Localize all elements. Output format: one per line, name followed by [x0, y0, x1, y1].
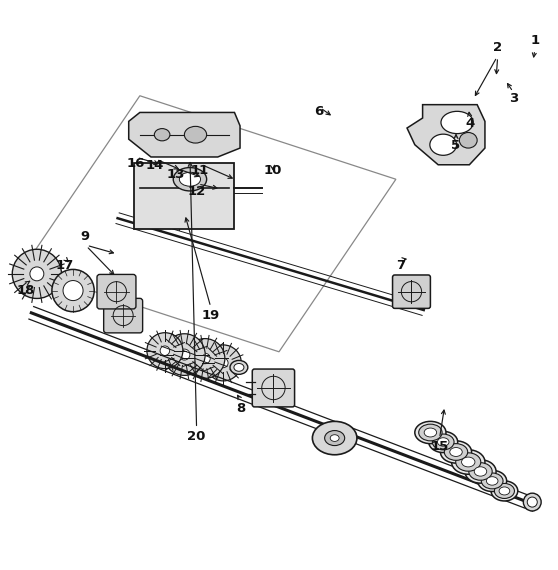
Circle shape: [163, 334, 205, 376]
FancyBboxPatch shape: [104, 298, 143, 333]
Ellipse shape: [451, 450, 485, 474]
Ellipse shape: [179, 172, 200, 186]
Ellipse shape: [474, 467, 487, 476]
Text: 19: 19: [202, 309, 220, 322]
Ellipse shape: [461, 457, 475, 467]
Circle shape: [200, 353, 210, 364]
Ellipse shape: [430, 134, 456, 155]
Ellipse shape: [459, 132, 477, 148]
Text: 9: 9: [81, 230, 90, 242]
FancyBboxPatch shape: [392, 275, 430, 308]
Circle shape: [179, 349, 190, 360]
FancyBboxPatch shape: [134, 162, 234, 229]
Circle shape: [527, 497, 537, 507]
Ellipse shape: [444, 443, 468, 461]
Circle shape: [147, 333, 183, 369]
Ellipse shape: [469, 463, 492, 481]
Ellipse shape: [155, 129, 170, 141]
Ellipse shape: [432, 434, 454, 450]
Ellipse shape: [482, 473, 503, 489]
Ellipse shape: [173, 168, 206, 191]
Circle shape: [160, 189, 198, 227]
Ellipse shape: [494, 483, 514, 498]
Ellipse shape: [450, 447, 462, 457]
Ellipse shape: [234, 364, 244, 371]
Text: 12: 12: [187, 185, 206, 198]
Ellipse shape: [440, 441, 472, 463]
Circle shape: [172, 202, 185, 214]
Text: 13: 13: [167, 168, 185, 181]
Text: 16: 16: [126, 157, 145, 170]
FancyBboxPatch shape: [252, 369, 295, 407]
Text: 1: 1: [531, 34, 540, 47]
Text: 2: 2: [493, 41, 502, 54]
Circle shape: [185, 339, 225, 378]
Circle shape: [219, 358, 228, 368]
Text: 15: 15: [430, 440, 449, 453]
Text: 7: 7: [396, 259, 405, 272]
Circle shape: [12, 249, 61, 299]
Text: 6: 6: [315, 105, 324, 118]
Circle shape: [30, 267, 44, 281]
Ellipse shape: [487, 477, 498, 485]
Text: 5: 5: [451, 139, 460, 152]
Ellipse shape: [184, 127, 206, 143]
Text: 8: 8: [237, 402, 246, 415]
Text: 20: 20: [187, 430, 206, 443]
Ellipse shape: [230, 360, 248, 374]
Text: 18: 18: [17, 284, 35, 297]
Ellipse shape: [441, 111, 473, 133]
Ellipse shape: [424, 428, 436, 437]
Ellipse shape: [499, 487, 510, 495]
Text: 17: 17: [56, 259, 74, 272]
Text: 10: 10: [263, 164, 281, 177]
Text: 14: 14: [146, 159, 164, 172]
Polygon shape: [129, 112, 240, 157]
Text: 3: 3: [509, 92, 518, 105]
Ellipse shape: [63, 280, 83, 300]
Ellipse shape: [330, 435, 339, 441]
Ellipse shape: [325, 430, 345, 446]
Ellipse shape: [415, 421, 446, 443]
Circle shape: [160, 346, 170, 356]
Circle shape: [205, 345, 241, 381]
Ellipse shape: [437, 438, 449, 446]
Ellipse shape: [312, 421, 357, 455]
Ellipse shape: [52, 270, 94, 312]
Ellipse shape: [418, 424, 442, 441]
Ellipse shape: [465, 460, 496, 483]
Text: 4: 4: [465, 117, 474, 130]
Ellipse shape: [456, 453, 481, 471]
Ellipse shape: [478, 470, 507, 491]
FancyBboxPatch shape: [97, 274, 136, 309]
Polygon shape: [407, 105, 485, 165]
Ellipse shape: [491, 481, 518, 501]
Text: 11: 11: [190, 164, 209, 177]
Circle shape: [523, 493, 541, 511]
Ellipse shape: [429, 431, 458, 453]
